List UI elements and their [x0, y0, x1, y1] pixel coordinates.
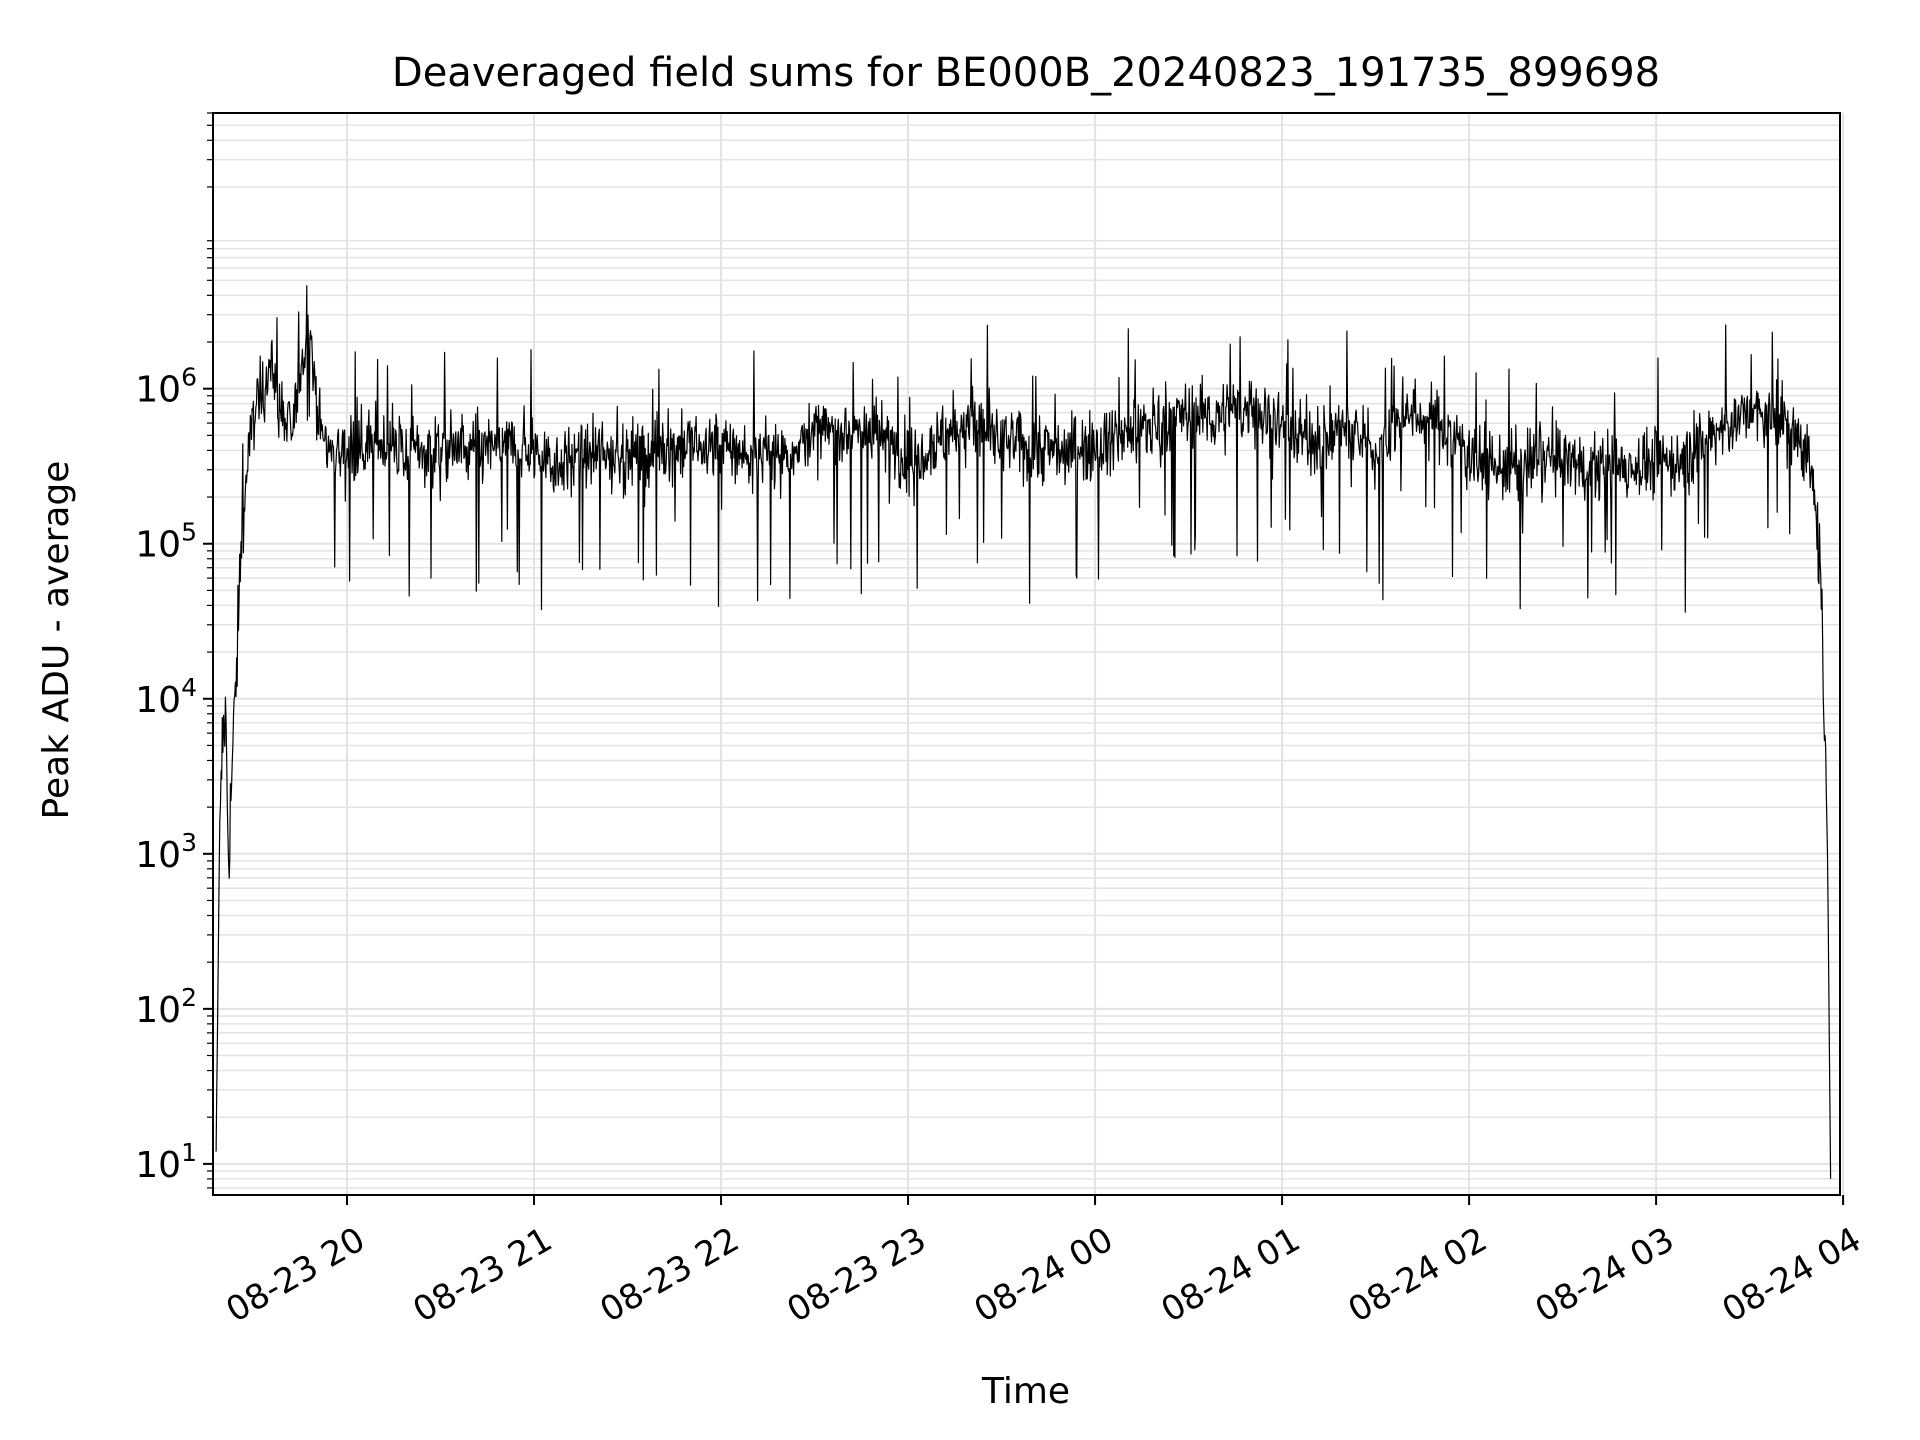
- chart-title: Deaveraged field sums for BE000B_2024082…: [392, 50, 1660, 96]
- y-tick-label: 102: [135, 983, 197, 1031]
- y-tick-label: 103: [135, 828, 197, 876]
- y-tick-label: 104: [135, 673, 197, 721]
- series-line: [215, 285, 1832, 1179]
- y-axis-label: Peak ADU - average: [36, 461, 77, 820]
- y-tick-label: 101: [135, 1138, 197, 1186]
- y-tick-label: 106: [135, 363, 197, 411]
- series-group: [215, 285, 1832, 1179]
- y-axis-ticks: 101 102 103 104 105 106: [135, 112, 213, 1189]
- plot-frame: [212, 112, 1841, 1196]
- x-axis-label: Time: [981, 1371, 1070, 1412]
- y-tick-label: 105: [135, 518, 197, 566]
